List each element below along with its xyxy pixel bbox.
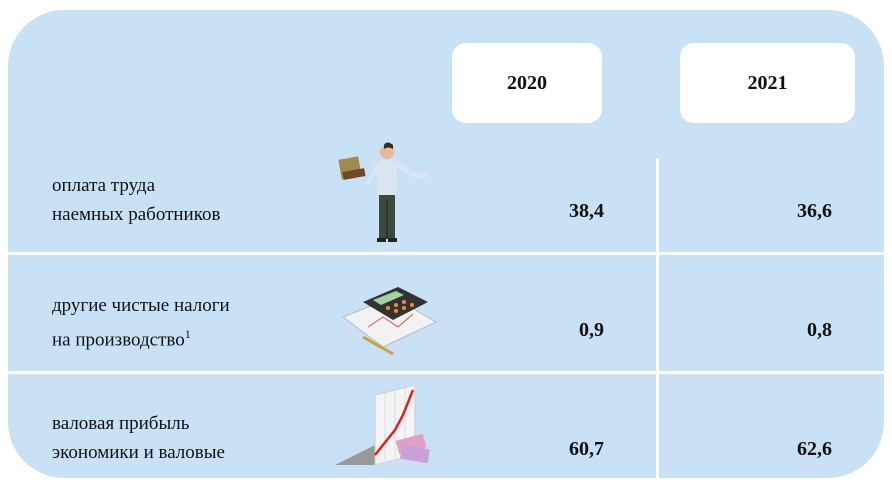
- value: 60,7: [569, 438, 604, 460]
- column-header: 2020: [452, 43, 602, 123]
- row-divider: [8, 371, 884, 374]
- label-line: валовая прибыль: [52, 413, 190, 434]
- label-line: на производство1: [52, 320, 230, 354]
- label-text: на производство: [52, 329, 185, 351]
- label-line: наемных работников: [52, 204, 221, 225]
- label-line: другие чистые налоги: [52, 295, 230, 316]
- value: 62,6: [797, 438, 832, 460]
- value: 36,6: [797, 200, 832, 222]
- person-icon: [338, 142, 429, 242]
- row-label: другие чистые налоги на производство1: [52, 291, 230, 354]
- label-line: оплата труда: [52, 175, 155, 196]
- column-header: 2021: [680, 43, 855, 123]
- chart-icon: [335, 385, 431, 466]
- label-line: экономики и валовые: [52, 442, 225, 463]
- row-divider: [8, 252, 884, 255]
- value: 0,8: [807, 319, 832, 341]
- row-label: валовая прибыль экономики и валовые: [52, 409, 225, 467]
- calculator-icon: [341, 287, 438, 356]
- footnote: 1: [184, 327, 191, 341]
- value: 0,9: [579, 319, 604, 341]
- row-label: оплата труда наемных работников: [52, 171, 220, 229]
- value: 38,4: [569, 200, 604, 222]
- column-divider: [656, 158, 659, 478]
